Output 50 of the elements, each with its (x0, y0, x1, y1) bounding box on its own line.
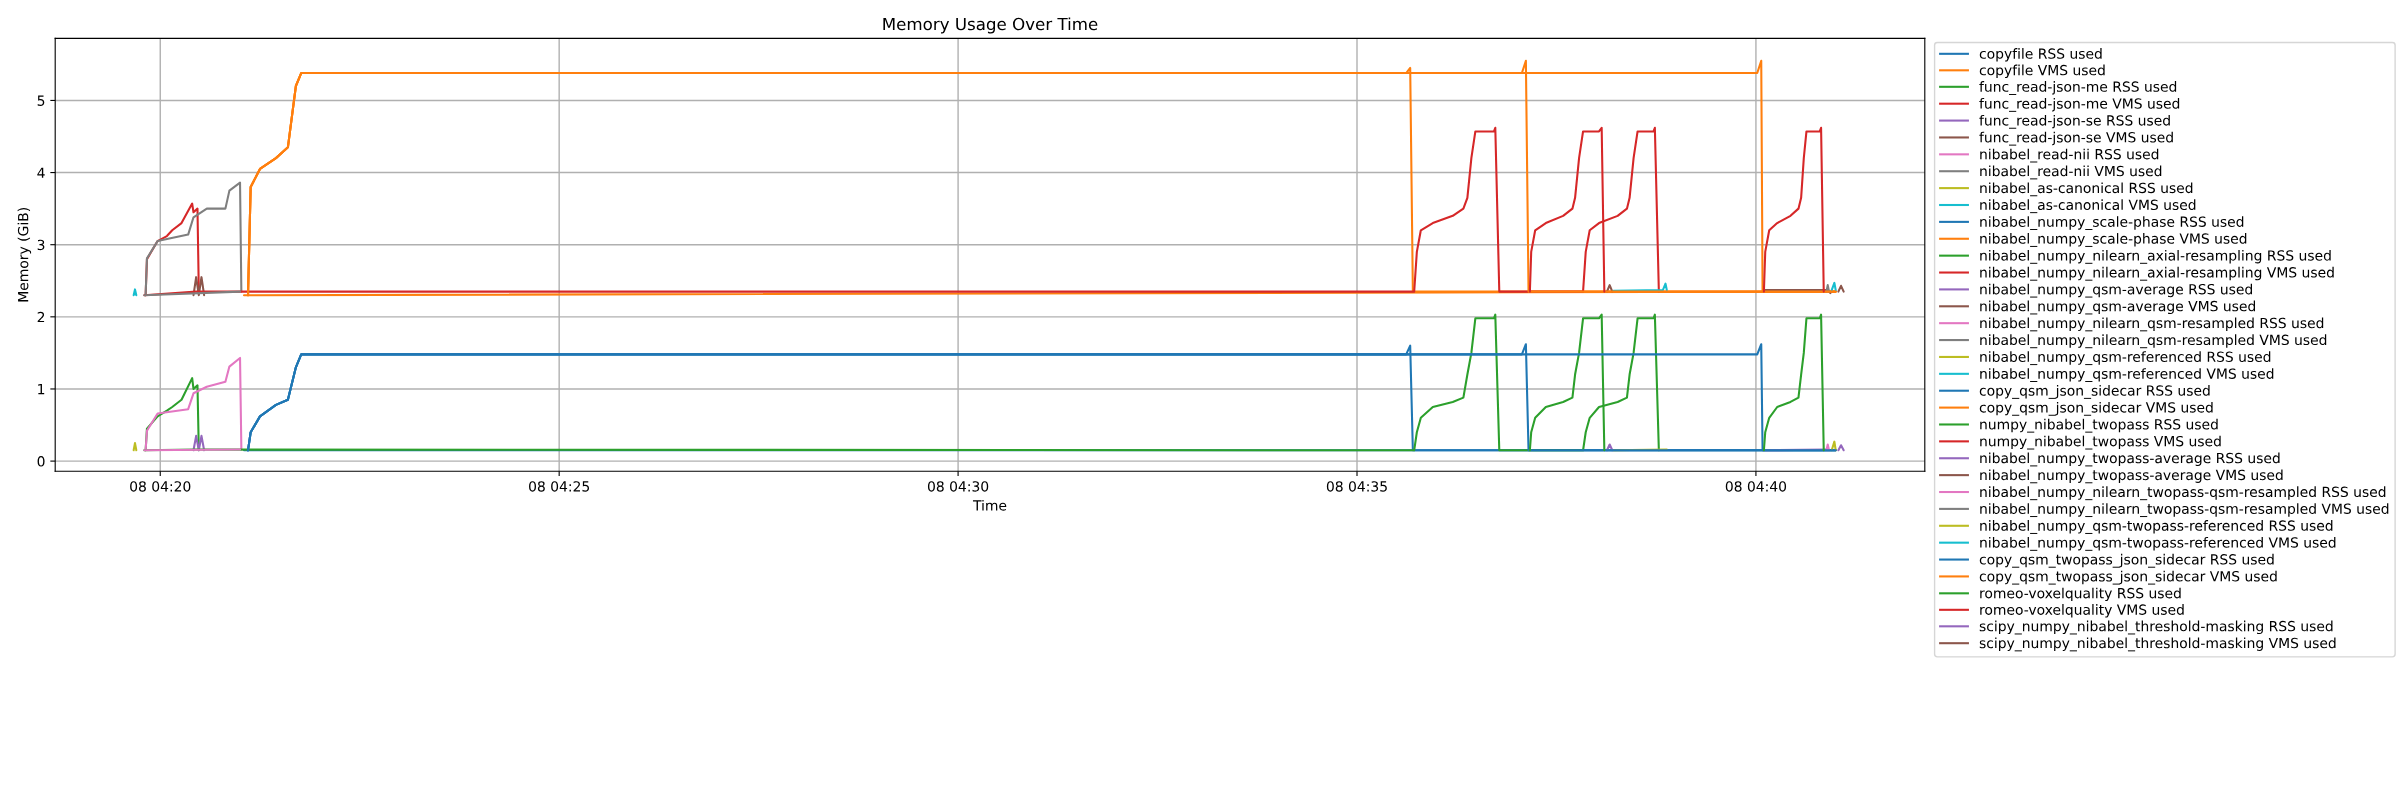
legend-label: nibabel_numpy_nilearn_axial-resampling VMS used (1980, 266, 2334, 281)
y-tick-label: 5 (37, 95, 45, 106)
legend-label: romeo-voxelquality VMS used (1980, 604, 2184, 618)
legend-label: nibabel_numpy_nilearn_qsm-resampled RSS used (1980, 317, 2324, 332)
legend-label: scipy_numpy_nibabel_threshold-masking VMS used (1979, 637, 2336, 652)
legend-label: nibabel_numpy_qsm-twopass-referenced RSS used (1980, 520, 2333, 534)
y-axis-title: Memory (GiB) (17, 208, 32, 302)
legend-label: nibabel_numpy_nilearn_twopass-qsm-resampled RSS used (1980, 486, 2386, 501)
legend-label: nibabel_numpy_qsm-referenced RSS used (1980, 351, 2271, 366)
legend-label: func_read-json-se VMS used (1979, 131, 2173, 146)
legend-label: nibabel_numpy_qsm-average VMS used (1980, 300, 2256, 315)
legend-label: nibabel_numpy_scale-phase VMS used (1980, 233, 2247, 247)
legend-label: nibabel_numpy_nilearn_axial-resampling RSS used (1980, 249, 2331, 264)
legend-label: nibabel_as-canonical VMS used (1980, 199, 2196, 214)
legend-label: nibabel_numpy_qsm-twopass-referenced VMS used (1980, 536, 2336, 551)
y-tick-label: 1 (38, 384, 45, 395)
legend-label: func_read-json-me VMS used (1979, 98, 2180, 112)
y-tick-label: 0 (37, 456, 45, 467)
legend-label: nibabel_numpy_twopass-average VMS used (1980, 469, 2283, 484)
legend-label: func_read-json-me RSS used (1979, 81, 2177, 95)
x-tick-label: 08 04:40 (1725, 481, 1787, 492)
legend-label: nibabel_numpy_qsm-referenced VMS used (1980, 368, 2274, 382)
x-tick-label: 08 04:30 (927, 481, 989, 492)
legend-label: copy_qsm_json_sidecar VMS used (1979, 401, 2213, 416)
x-axis-title: Time (972, 499, 1007, 511)
legend-label: nibabel_as-canonical RSS used (1980, 182, 2193, 197)
legend-label: copyfile RSS used (1979, 48, 2102, 62)
y-tick-label: 2 (37, 311, 45, 323)
legend-label: copy_qsm_twopass_json_sidecar RSS used (1979, 553, 2274, 568)
y-tick-label: 4 (37, 167, 45, 178)
chart-title: Memory Usage Over Time (883, 17, 1098, 34)
legend-label: numpy_nibabel_twopass VMS used (1980, 435, 2221, 450)
legend-label: romeo-voxelquality RSS used (1980, 587, 2181, 602)
legend-label: func_read-json-se RSS used (1979, 114, 2170, 129)
legend-label: nibabel_read-nii RSS used (1980, 148, 2159, 163)
y-tick-label: 3 (37, 239, 45, 251)
x-tick-label: 08 04:35 (1326, 481, 1387, 492)
legend-label: scipy_numpy_nibabel_threshold-masking RSS used (1979, 620, 2333, 635)
legend-label: nibabel_numpy_scale-phase RSS used (1980, 216, 2244, 231)
legend-label: nibabel_numpy_nilearn_twopass-qsm-resampled VMS used (1980, 503, 2389, 518)
legend-label: copy_qsm_twopass_json_sidecar VMS used (1979, 570, 2277, 585)
x-tick-label: 08 04:25 (529, 481, 590, 492)
legend-label: nibabel_numpy_twopass-average RSS used (1980, 452, 2280, 467)
legend-label: numpy_nibabel_twopass RSS used (1980, 418, 2218, 433)
legend-label: nibabel_numpy_qsm-average RSS used (1980, 283, 2252, 298)
legend-label: nibabel_read-nii VMS used (1980, 165, 2162, 180)
legend-label: nibabel_numpy_nilearn_qsm-resampled VMS used (1980, 334, 2327, 349)
x-tick-label: 08 04:20 (130, 481, 191, 492)
legend-label: copyfile VMS used (1979, 64, 2105, 79)
legend-label: copy_qsm_json_sidecar RSS used (1979, 385, 2210, 399)
